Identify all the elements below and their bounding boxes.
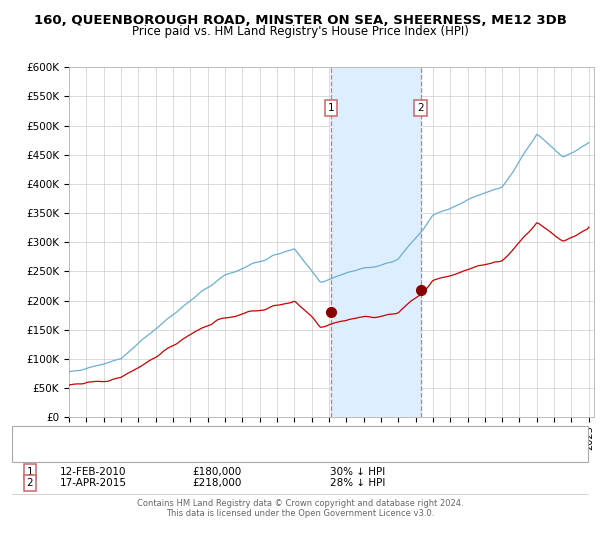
Text: £180,000: £180,000 [192,466,241,477]
Text: This data is licensed under the Open Government Licence v3.0.: This data is licensed under the Open Gov… [166,509,434,518]
Text: HPI: Average price, detached house, Swale: HPI: Average price, detached house, Swal… [60,449,245,458]
Text: 30% ↓ HPI: 30% ↓ HPI [330,466,385,477]
Text: 1: 1 [328,103,334,113]
Text: 160, QUEENBOROUGH ROAD, MINSTER ON SEA, SHEERNESS, ME12 3DB: 160, QUEENBOROUGH ROAD, MINSTER ON SEA, … [34,14,566,27]
Text: 12-FEB-2010: 12-FEB-2010 [60,466,127,477]
Text: 1: 1 [26,466,34,477]
Text: 28% ↓ HPI: 28% ↓ HPI [330,478,385,488]
Text: Contains HM Land Registry data © Crown copyright and database right 2024.: Contains HM Land Registry data © Crown c… [137,500,463,508]
Text: Price paid vs. HM Land Registry's House Price Index (HPI): Price paid vs. HM Land Registry's House … [131,25,469,38]
Text: 2: 2 [417,103,424,113]
Bar [331,67,421,417]
Text: 160, QUEENBOROUGH ROAD, MINSTER ON SEA, SHEERNESS, ME12 3DB (detached house): 160, QUEENBOROUGH ROAD, MINSTER ON SEA, … [60,440,452,449]
Text: 17-APR-2015: 17-APR-2015 [60,478,127,488]
Text: 2: 2 [26,478,34,488]
Text: £218,000: £218,000 [192,478,241,488]
